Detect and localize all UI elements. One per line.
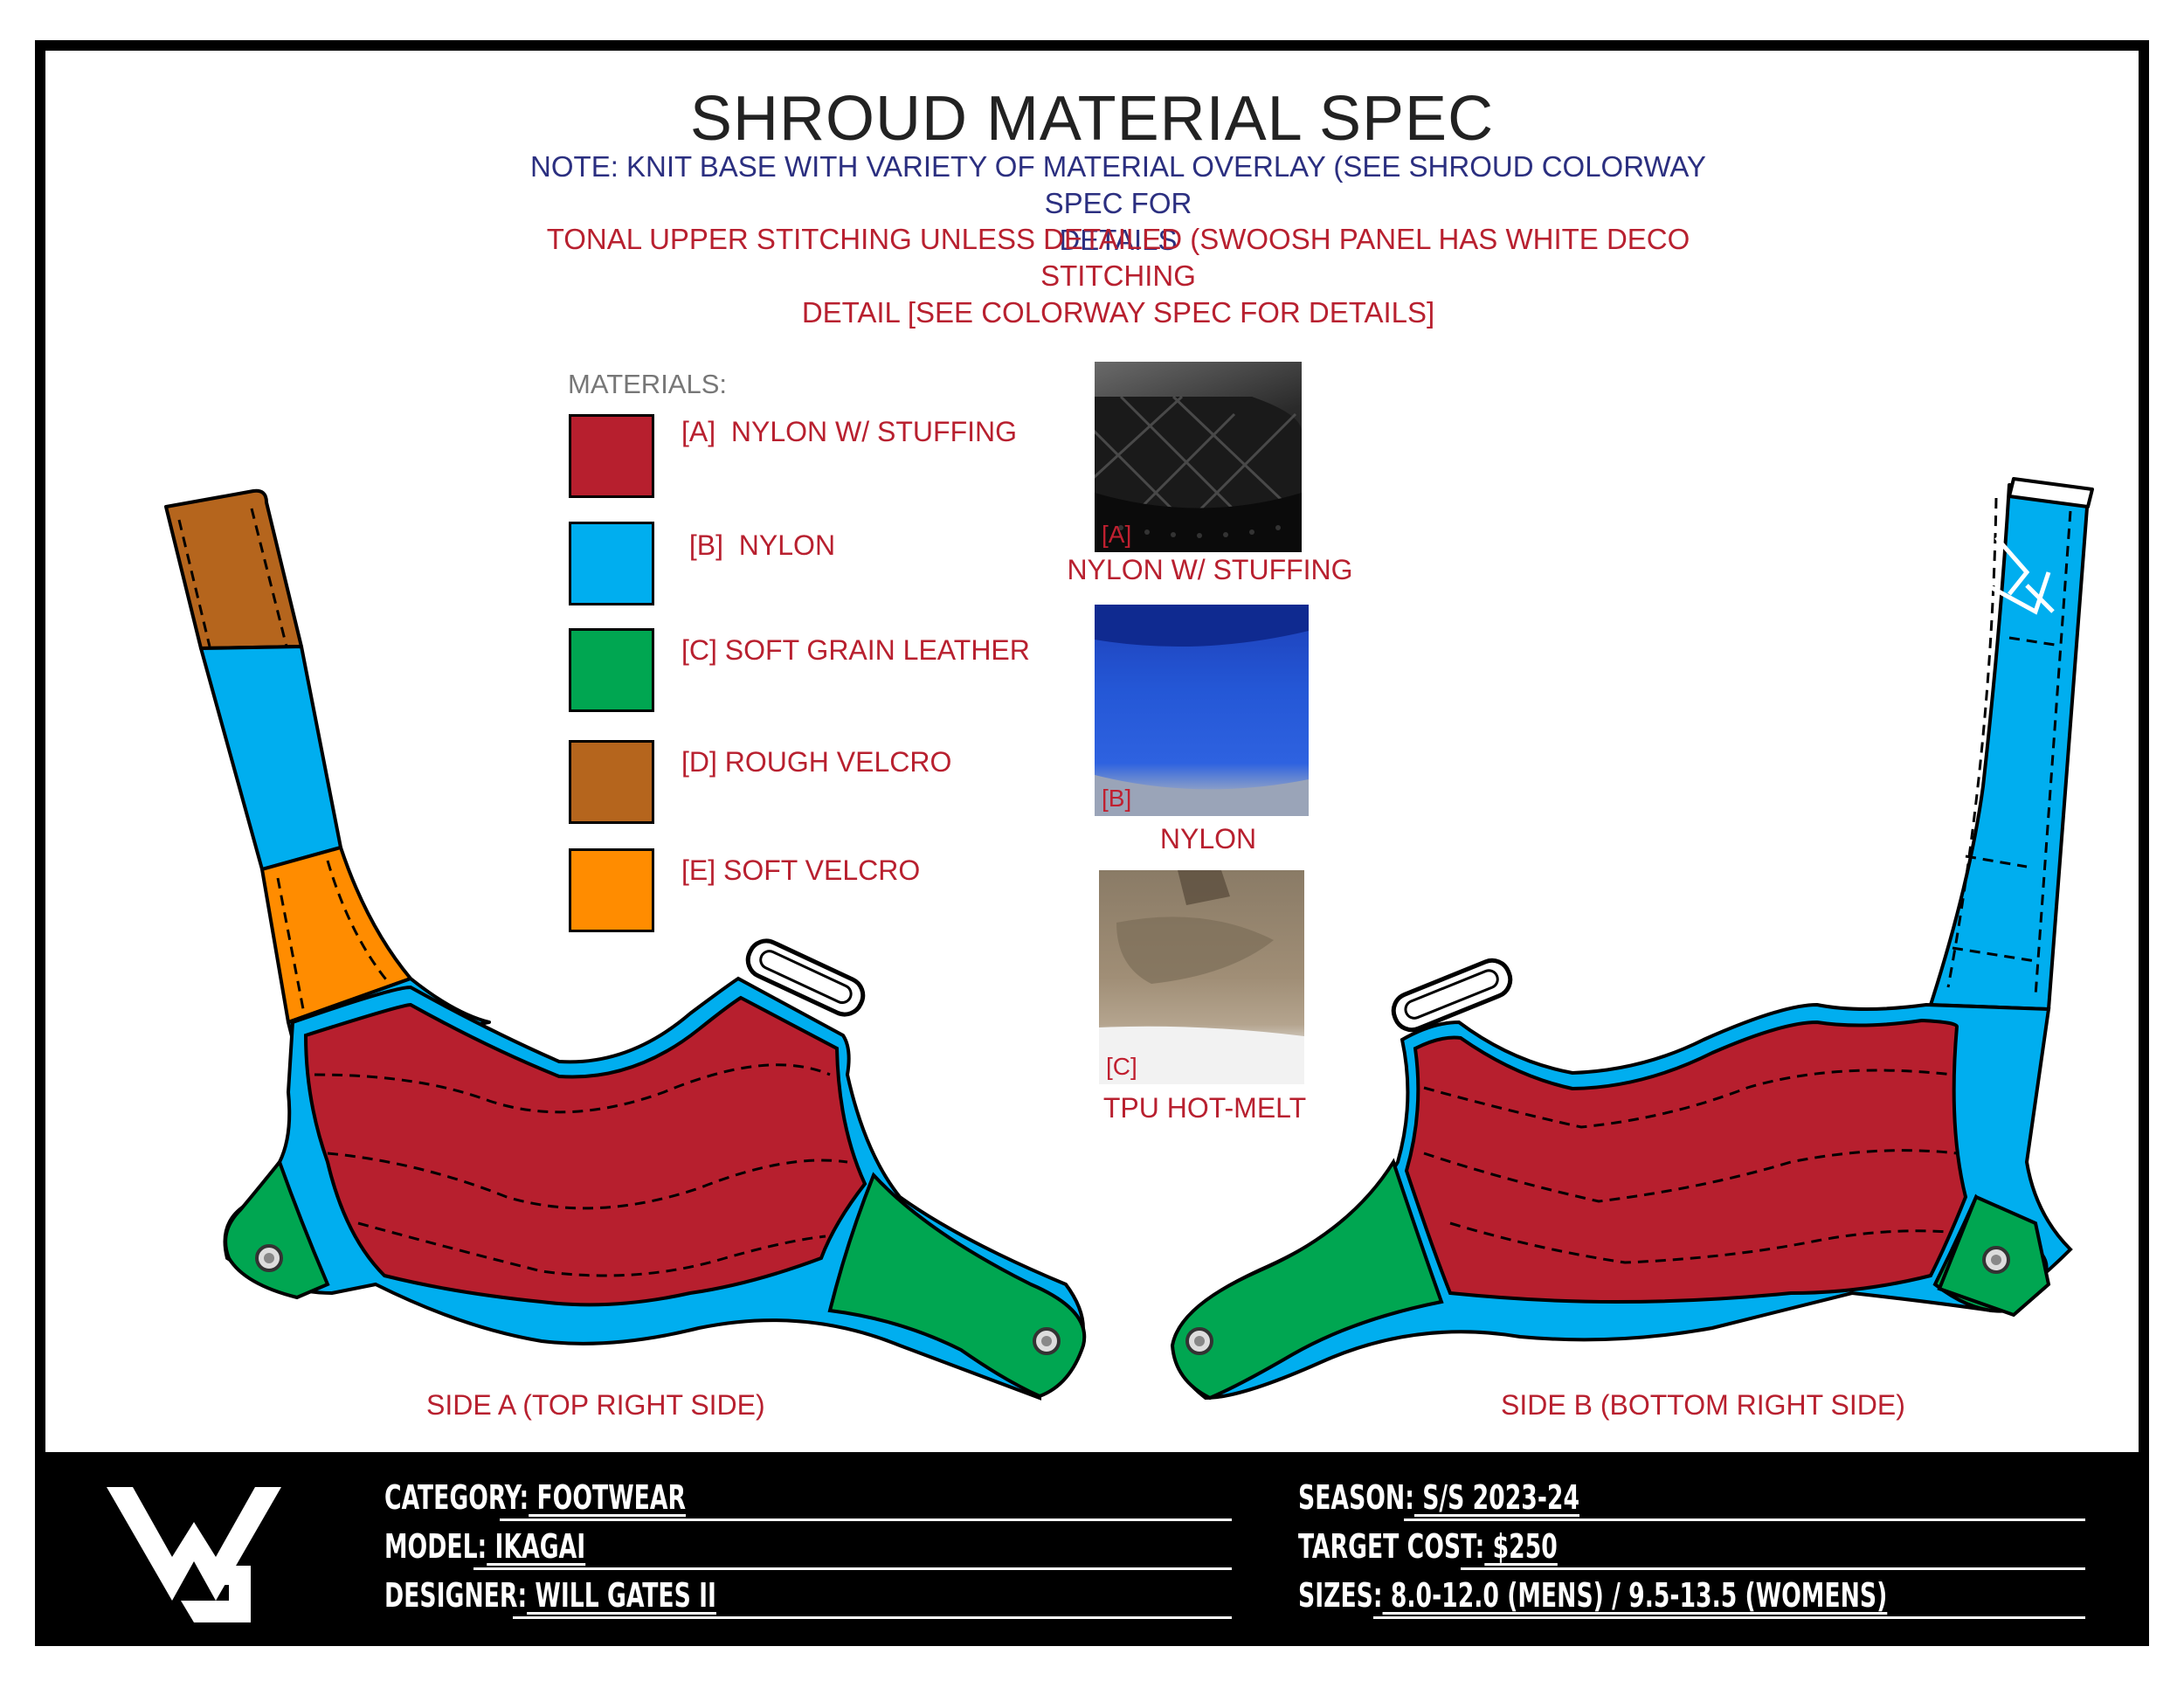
designer-label: DESIGNER: — [384, 1576, 528, 1615]
model-row: MODEL: IKAGAI — [384, 1527, 585, 1566]
blue-mesh-texture-image — [1095, 605, 1309, 816]
designer-value: WILL GATES II — [527, 1576, 716, 1615]
photo-caption-b: NYLON — [1159, 823, 1257, 854]
strap-logo-icon — [1986, 536, 2055, 615]
materials-heading: MATERIALS: — [568, 369, 728, 399]
photo-caption-a: NYLON W/ STUFFING — [1067, 554, 1353, 585]
side-a-left-green-tab — [224, 1158, 330, 1300]
wg-logo-icon — [107, 1487, 281, 1622]
model-underline — [473, 1567, 1232, 1570]
target-cost-value: $250 — [1484, 1527, 1558, 1566]
sizes-underline — [1373, 1616, 2085, 1619]
photo-tag-a: [A] — [1102, 521, 1132, 548]
stitching-note-line-1: TONAL UPPER STITCHING UNLESS DETAILED (S… — [546, 223, 1690, 292]
sizes-label: SIZES: — [1298, 1576, 1383, 1615]
side-a-red-panel — [303, 995, 867, 1307]
designer-underline — [513, 1616, 1232, 1619]
spec-sheet-frame — [35, 40, 2149, 1646]
category-value: FOOTWEAR — [529, 1478, 687, 1517]
season-row: SEASON: S/S 2023-24 — [1298, 1478, 1579, 1517]
material-label-a: [A] NYLON W/ STUFFING — [681, 416, 1018, 447]
side-a-caption: SIDE A (TOP RIGHT SIDE) — [426, 1389, 765, 1421]
tan-mesh-texture-image — [1099, 870, 1304, 1084]
photo-tpu-hot-melt: [C] — [1099, 870, 1304, 1084]
material-label-e: [E] SOFT VELCRO — [681, 854, 921, 886]
season-label: SEASON: — [1298, 1478, 1414, 1517]
side-a-right-green-tab — [827, 1172, 1087, 1399]
sizes-row: SIZES: 8.0-12.0 (MENS) / 9.5-13.5 (WOMEN… — [1298, 1576, 1887, 1615]
knit-base-note-line-2: DETAILS — [1059, 224, 1178, 256]
photo-caption-c: TPU HOT-MELT — [1102, 1092, 1307, 1124]
designer-row: DESIGNER: WILL GATES II — [384, 1576, 716, 1615]
season-value: S/S 2023-24 — [1413, 1478, 1580, 1517]
page-title: SHROUD MATERIAL SPEC — [689, 84, 1495, 154]
season-underline — [1404, 1519, 2085, 1521]
swatch-rough-velcro — [569, 740, 654, 824]
swatch-soft-grain-leather — [569, 628, 654, 712]
target-cost-underline — [1461, 1567, 2085, 1570]
stitching-note: TONAL UPPER STITCHING UNLESS DETAILED (S… — [515, 221, 1721, 331]
swatch-nylon-stuffing — [569, 414, 654, 498]
sizes-value: 8.0-12.0 (MENS) / 9.5-13.5 (WOMENS) — [1382, 1576, 1888, 1615]
swatch-soft-velcro — [569, 848, 654, 932]
swatch-nylon — [569, 522, 654, 605]
target-cost-label: TARGET COST: — [1298, 1527, 1485, 1566]
title-block-footer: WG CATEGORY: FOOTWEAR MODEL: IKAGAI DESI… — [45, 1452, 2139, 1636]
photo-tag-c: [C] — [1106, 1053, 1137, 1080]
side-b-strap — [1929, 477, 2094, 1011]
photo-nylon-stuffing: [A] — [1095, 362, 1302, 552]
knit-base-note-line-1: NOTE: KNIT BASE WITH VARIETY OF MATERIAL… — [530, 150, 1706, 219]
category-row: CATEGORY: FOOTWEAR — [384, 1478, 686, 1517]
quilted-texture-image — [1095, 395, 1302, 552]
category-label: CATEGORY: — [384, 1478, 529, 1517]
side-b-caption: SIDE B (BOTTOM RIGHT SIDE) — [1501, 1389, 1905, 1421]
side-b-red-panel — [1404, 1018, 1968, 1304]
photo-nylon: [B] — [1095, 605, 1309, 816]
target-cost-row: TARGET COST: $250 — [1298, 1527, 1558, 1566]
photo-tag-b: [B] — [1102, 785, 1132, 812]
model-value: IKAGAI — [487, 1527, 586, 1566]
stitching-note-line-2: DETAIL [SEE COLORWAY SPEC FOR DETAILS] — [801, 296, 1435, 329]
side-b-left-green-tab — [1170, 1158, 1444, 1401]
material-label-b: [B] NYLON — [681, 529, 836, 561]
category-underline — [500, 1519, 1232, 1521]
knit-base-note: NOTE: KNIT BASE WITH VARIETY OF MATERIAL… — [515, 149, 1721, 259]
material-label-d: [D] ROUGH VELCRO — [681, 746, 952, 778]
material-label-c: [C] SOFT GRAIN LEATHER — [681, 634, 1030, 666]
model-label: MODEL: — [384, 1527, 487, 1566]
